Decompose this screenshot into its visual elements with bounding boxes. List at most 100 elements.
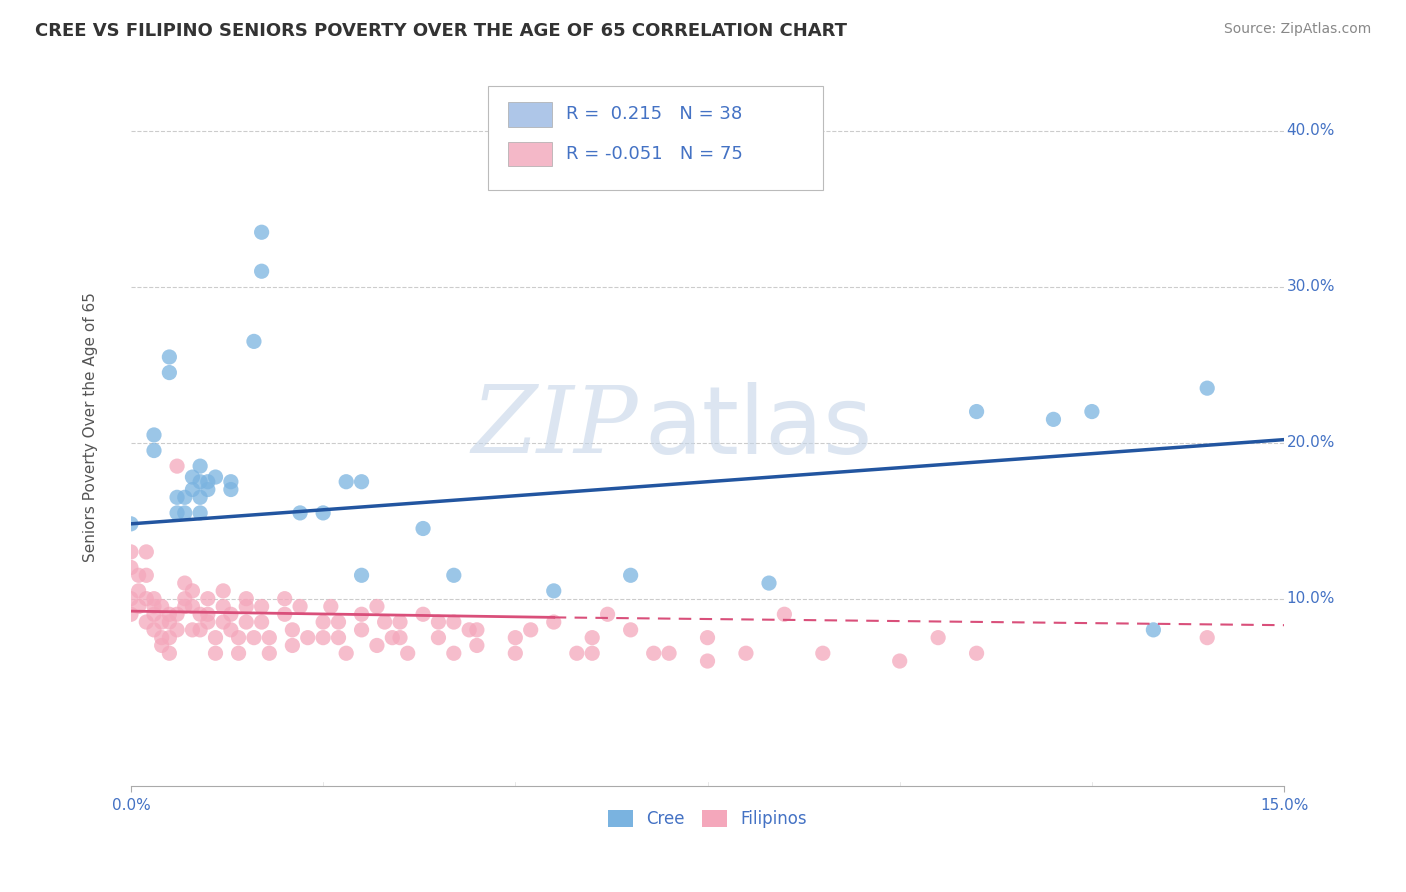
Point — [443, 646, 465, 660]
Point — [128, 568, 150, 582]
Point — [135, 568, 157, 582]
Point — [465, 623, 488, 637]
Point — [328, 631, 350, 645]
Point — [197, 475, 219, 489]
Point — [927, 631, 949, 645]
Point — [166, 491, 188, 505]
Point — [188, 607, 211, 622]
Point — [443, 568, 465, 582]
Point — [120, 560, 142, 574]
Legend: Cree, Filipinos: Cree, Filipinos — [602, 804, 814, 835]
Text: ZIP: ZIP — [471, 382, 638, 472]
Point — [543, 583, 565, 598]
Point — [128, 583, 150, 598]
Point — [581, 631, 603, 645]
Point — [157, 646, 180, 660]
Point — [658, 646, 681, 660]
Point — [157, 615, 180, 629]
Point — [1081, 404, 1104, 418]
Point — [212, 599, 235, 614]
Point — [335, 646, 357, 660]
Point — [181, 470, 204, 484]
Point — [173, 591, 195, 606]
Point — [381, 631, 404, 645]
Point — [243, 631, 266, 645]
Point — [281, 639, 304, 653]
Point — [166, 623, 188, 637]
Point — [135, 591, 157, 606]
Text: Seniors Poverty Over the Age of 65: Seniors Poverty Over the Age of 65 — [83, 293, 98, 562]
Point — [1142, 623, 1164, 637]
Point — [181, 583, 204, 598]
Point — [143, 428, 166, 442]
Point — [219, 475, 242, 489]
Point — [150, 631, 173, 645]
Point — [173, 506, 195, 520]
Point — [166, 459, 188, 474]
Point — [212, 615, 235, 629]
Point — [1197, 631, 1219, 645]
Point — [150, 615, 173, 629]
Point — [350, 607, 373, 622]
Point — [319, 599, 342, 614]
Point — [259, 631, 281, 645]
Point — [250, 225, 273, 239]
Point — [197, 483, 219, 497]
Point — [173, 491, 195, 505]
Point — [188, 623, 211, 637]
Point — [620, 568, 643, 582]
Point — [157, 366, 180, 380]
Point — [443, 615, 465, 629]
Point — [250, 615, 273, 629]
Point — [288, 599, 311, 614]
Point — [966, 646, 988, 660]
FancyBboxPatch shape — [488, 87, 823, 191]
Point — [758, 576, 780, 591]
Point — [643, 646, 665, 660]
Point — [273, 607, 295, 622]
Point — [543, 615, 565, 629]
Point — [735, 646, 758, 660]
Point — [620, 623, 643, 637]
Point — [366, 639, 388, 653]
Point — [166, 607, 188, 622]
Point — [212, 583, 235, 598]
Point — [219, 623, 242, 637]
Point — [143, 623, 166, 637]
Point — [811, 646, 834, 660]
Point — [157, 607, 180, 622]
Point — [312, 631, 335, 645]
Point — [388, 631, 411, 645]
Point — [581, 646, 603, 660]
Point — [235, 615, 257, 629]
Point — [135, 615, 157, 629]
Point — [312, 615, 335, 629]
Point — [281, 623, 304, 637]
Point — [328, 615, 350, 629]
Point — [412, 607, 434, 622]
Point — [135, 545, 157, 559]
Point — [259, 646, 281, 660]
Point — [120, 545, 142, 559]
Point — [312, 506, 335, 520]
Point — [505, 646, 527, 660]
Point — [235, 599, 257, 614]
Point — [219, 607, 242, 622]
Point — [366, 599, 388, 614]
Point — [427, 631, 450, 645]
Point — [228, 631, 250, 645]
Point — [197, 615, 219, 629]
Point — [505, 631, 527, 645]
Point — [374, 615, 396, 629]
Point — [297, 631, 319, 645]
Point — [197, 607, 219, 622]
Point — [596, 607, 619, 622]
Point — [120, 591, 142, 606]
Point — [157, 631, 180, 645]
Point — [235, 591, 257, 606]
Point — [188, 491, 211, 505]
Point — [143, 591, 166, 606]
Point — [204, 470, 226, 484]
Point — [120, 516, 142, 531]
Point — [204, 646, 226, 660]
